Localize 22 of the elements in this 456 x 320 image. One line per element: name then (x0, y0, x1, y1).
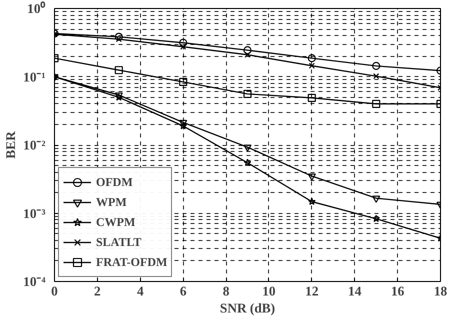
y-tick-label: 10⁻⁴ (23, 274, 46, 289)
x-tick-label: 14 (348, 284, 362, 298)
y-tick-label: 10⁻³ (23, 206, 46, 221)
x-tick-label: 6 (180, 284, 187, 298)
y-tick-label: 10⁻² (23, 138, 46, 152)
x-tick-label: 12 (305, 284, 319, 298)
x-tick-label: 10 (262, 284, 276, 298)
x-tick-label: 2 (94, 284, 102, 298)
x-tick-label: 18 (434, 284, 448, 298)
y-tick-label: 10⁻¹ (23, 69, 46, 84)
x-axis-title: SNR (dB) (220, 300, 276, 316)
legend-label: CWPM (96, 214, 136, 230)
x-tick-label: 16 (390, 284, 405, 298)
x-tick-label: 4 (136, 284, 144, 298)
legend-label: SLATLT (96, 234, 142, 250)
y-tick-label: 10⁰ (27, 1, 46, 16)
legend-label: OFDM (96, 174, 133, 190)
legend-label: FRAT-OFDM (96, 254, 168, 270)
x-tick-label: 8 (222, 284, 230, 298)
legend-label: WPM (96, 194, 127, 210)
y-axis-title: BER (3, 130, 18, 159)
x-tick-label: 0 (51, 284, 58, 298)
